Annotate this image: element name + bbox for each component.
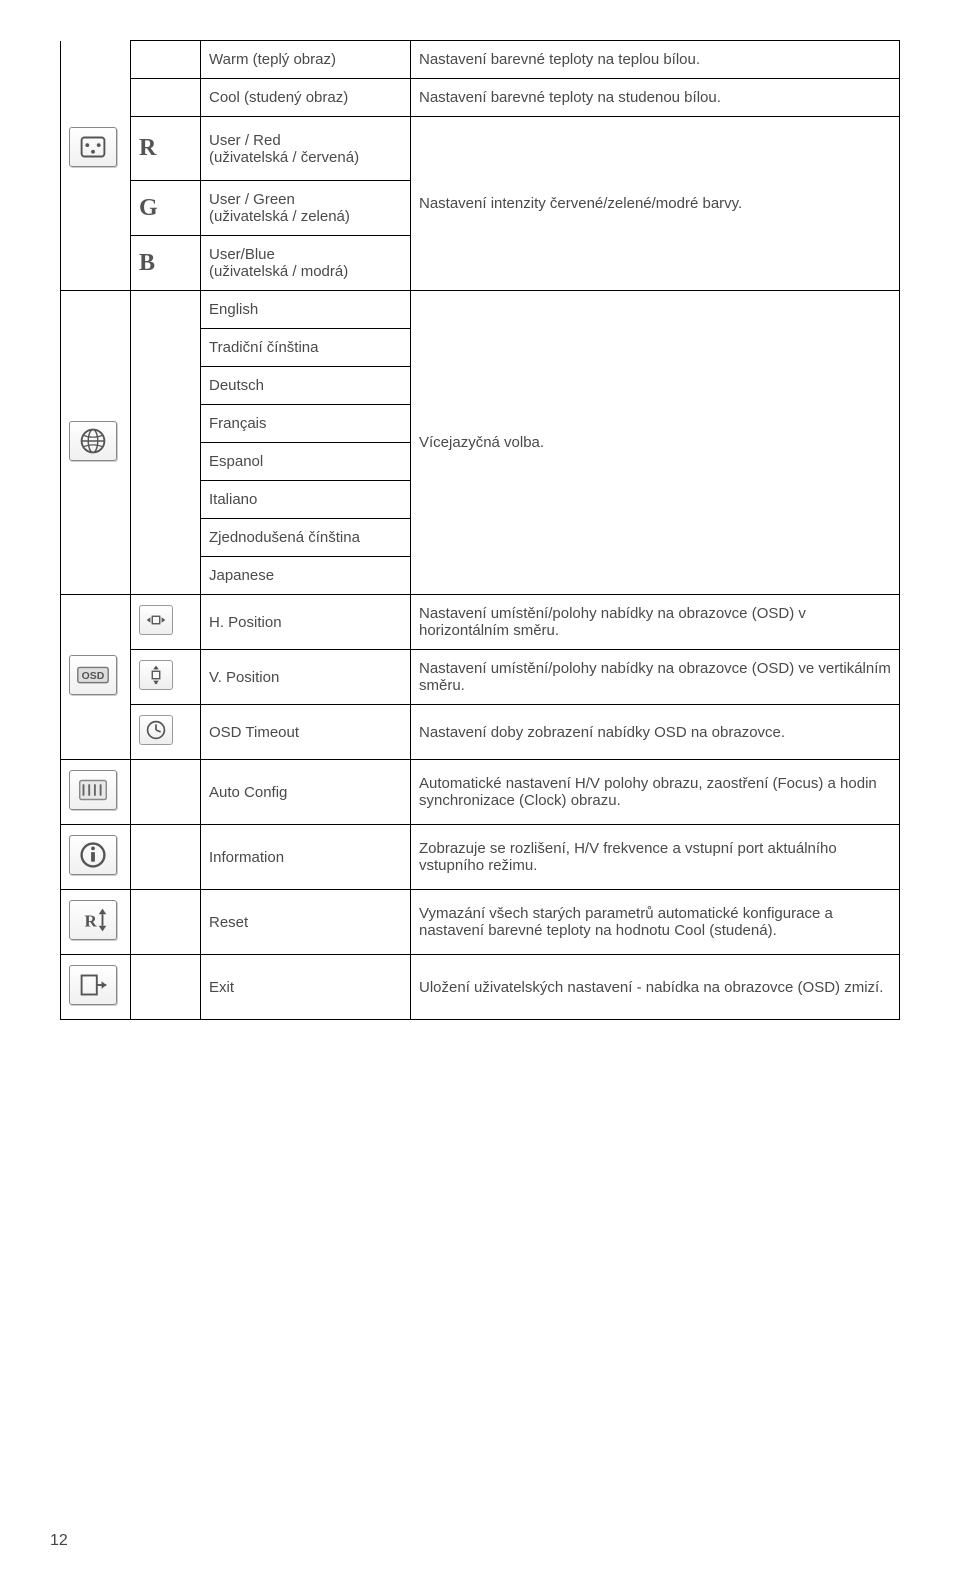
v-position-icon: +−	[139, 660, 173, 690]
table-row: +− V. Position Nastavení umístění/polohy…	[61, 650, 900, 705]
desc-cell: Nastavení barevné teploty na studenou bí…	[411, 79, 900, 117]
table-row: Information Zobrazuje se rozlišení, H/V …	[61, 825, 900, 890]
label-cell: User/Blue (uživatelská / modrá)	[201, 236, 411, 291]
table-row: OSD H. Position Nastavení umístění/poloh…	[61, 595, 900, 650]
letter-r-icon: R	[139, 135, 156, 162]
svg-text:+: +	[154, 665, 158, 672]
table-row: Cool (studený obraz) Nastavení barevné t…	[61, 79, 900, 117]
label-cell: Espanol	[201, 443, 411, 481]
desc-cell: Nastavení umístění/polohy nabídky na obr…	[411, 650, 900, 705]
subicon-cell	[131, 595, 201, 650]
table-row: Exit Uložení uživatelských nastavení - n…	[61, 955, 900, 1020]
desc-cell: Nastavení intenzity červené/zelené/modré…	[411, 117, 900, 291]
exit-icon	[69, 965, 117, 1005]
desc-cell: Nastavení umístění/polohy nabídky na obr…	[411, 595, 900, 650]
desc-cell: Nastavení barevné teploty na teplou bílo…	[411, 41, 900, 79]
table-row: OSD Timeout Nastavení doby zobrazení nab…	[61, 705, 900, 760]
label-cell: V. Position	[201, 650, 411, 705]
label-cell: Deutsch	[201, 367, 411, 405]
desc-cell: Uložení uživatelských nastavení - nabídk…	[411, 955, 900, 1020]
table-row: Warm (teplý obraz) Nastavení barevné tep…	[61, 41, 900, 79]
page-number: 12	[50, 1532, 68, 1550]
subicon-cell: +−	[131, 650, 201, 705]
letter-g-icon: G	[139, 195, 158, 222]
icon-cell: R	[61, 890, 131, 955]
subicon-cell	[131, 41, 201, 79]
table-row: R Reset Vymazání všech starých parametrů…	[61, 890, 900, 955]
osd-icon: OSD	[69, 655, 117, 695]
label-cell: Information	[201, 825, 411, 890]
desc-cell: Zobrazuje se rozlišení, H/V frekvence a …	[411, 825, 900, 890]
desc-cell: Nastavení doby zobrazení nabídky OSD na …	[411, 705, 900, 760]
desc-cell: Vymazání všech starých parametrů automat…	[411, 890, 900, 955]
label-cell: Français	[201, 405, 411, 443]
icon-cell	[61, 291, 131, 595]
auto-config-icon	[69, 770, 117, 810]
label-cell: Warm (teplý obraz)	[201, 41, 411, 79]
label-cell: Italiano	[201, 481, 411, 519]
label-cell: H. Position	[201, 595, 411, 650]
information-icon	[69, 835, 117, 875]
table-row: Auto Config Automatické nastavení H/V po…	[61, 760, 900, 825]
icon-cell: OSD	[61, 595, 131, 760]
svg-text:R: R	[84, 912, 97, 931]
icon-cell	[61, 41, 131, 79]
color-temp-icon	[69, 127, 117, 167]
label-cell: Auto Config	[201, 760, 411, 825]
icon-cell	[61, 760, 131, 825]
label-cell: Japanese	[201, 557, 411, 595]
letter-b-icon: B	[139, 250, 155, 277]
reset-icon: R	[69, 900, 117, 940]
label-cell: User / Green (uživatelská / zelená)	[201, 181, 411, 236]
label-cell: English	[201, 291, 411, 329]
label-cell: Exit	[201, 955, 411, 1020]
desc-cell: Automatické nastavení H/V polohy obrazu,…	[411, 760, 900, 825]
label-cell: Reset	[201, 890, 411, 955]
language-globe-icon	[69, 421, 117, 461]
svg-text:−: −	[154, 681, 158, 688]
icon-cell	[61, 825, 131, 890]
label-cell: Zjednodušená čínština	[201, 519, 411, 557]
label-cell: Tradiční čínština	[201, 329, 411, 367]
desc-cell: Vícejazyčná volba.	[411, 291, 900, 595]
subicon-cell: R	[131, 117, 201, 181]
subicon-cell	[131, 705, 201, 760]
label-cell: OSD Timeout	[201, 705, 411, 760]
table-row: English Vícejazyčná volba.	[61, 291, 900, 329]
osd-menu-table: Warm (teplý obraz) Nastavení barevné tep…	[60, 40, 900, 1020]
svg-text:OSD: OSD	[82, 671, 105, 682]
icon-cell	[61, 955, 131, 1020]
clock-icon	[139, 715, 173, 745]
table-row: R User / Red (uživatelská / červená) Nas…	[61, 117, 900, 181]
label-cell: Cool (studený obraz)	[201, 79, 411, 117]
label-cell: User / Red (uživatelská / červená)	[201, 117, 411, 181]
h-position-icon	[139, 605, 173, 635]
